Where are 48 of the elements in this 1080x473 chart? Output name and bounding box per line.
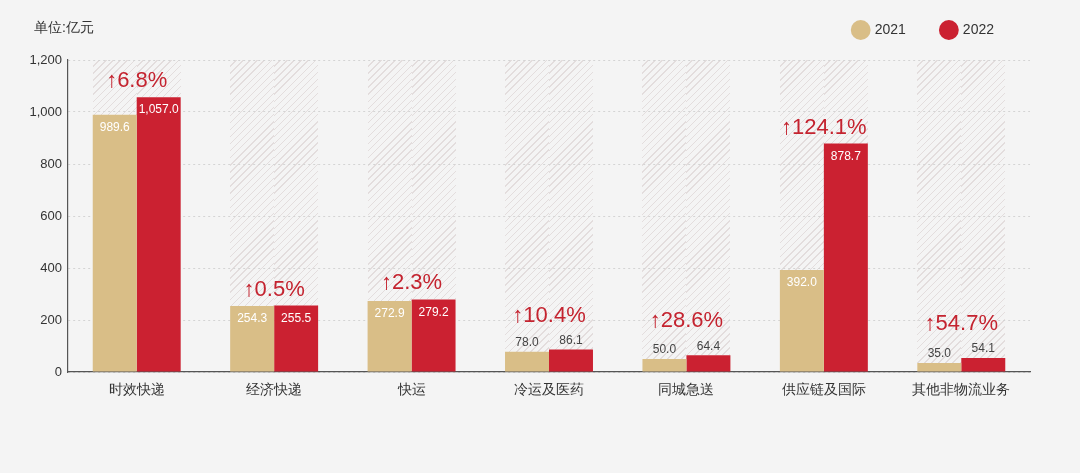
legend-label: 2021 bbox=[874, 20, 907, 37]
bar bbox=[505, 351, 549, 372]
annotation: ↑0.5% bbox=[243, 275, 305, 301]
annotation: ↑6.8% bbox=[106, 67, 168, 93]
data-label: 989.6 bbox=[99, 120, 131, 135]
legend-label: 2022 bbox=[962, 20, 995, 37]
x-tick-label: 经济快递 bbox=[246, 381, 303, 398]
bar bbox=[549, 349, 593, 372]
annotation: ↑124.1% bbox=[781, 113, 867, 139]
y-tick-label: 800 bbox=[40, 155, 62, 171]
annotation: ↑10.4% bbox=[512, 301, 586, 327]
x-tick-label: 时效快递 bbox=[108, 381, 165, 398]
bar bbox=[274, 305, 319, 372]
data-label: 54.1 bbox=[971, 341, 996, 356]
bar bbox=[642, 359, 687, 372]
data-label: 50.0 bbox=[652, 342, 677, 357]
y-tick-label: 200 bbox=[40, 311, 62, 327]
annotation: ↑54.7% bbox=[924, 310, 998, 335]
data-label: 35.0 bbox=[927, 346, 952, 361]
bar bbox=[230, 305, 275, 372]
data-label: 78.0 bbox=[515, 335, 540, 350]
y-tick-label: 0 bbox=[54, 363, 62, 379]
bar bbox=[961, 357, 1006, 372]
annotation: ↑28.6% bbox=[649, 307, 724, 333]
y-tick-label: 400 bbox=[40, 259, 62, 275]
data-label: 86.1 bbox=[559, 332, 583, 347]
y-axis-title: 单位:亿元 bbox=[34, 19, 94, 37]
bar bbox=[686, 355, 731, 372]
bar bbox=[917, 362, 962, 372]
data-label: 878.7 bbox=[830, 148, 862, 163]
x-tick-label: 供应链及国际 bbox=[781, 381, 866, 398]
x-tick-label: 冷运及医药 bbox=[514, 381, 584, 398]
data-label: 1,057.0 bbox=[138, 102, 180, 117]
y-tick-label: 1,000 bbox=[29, 103, 62, 119]
x-tick-label: 同城急送 bbox=[658, 381, 715, 398]
data-label: 254.3 bbox=[237, 311, 268, 326]
y-tick-label: 600 bbox=[40, 207, 62, 223]
data-label: 64.4 bbox=[696, 338, 721, 353]
bar bbox=[367, 301, 412, 372]
data-label: 272.9 bbox=[374, 306, 405, 321]
data-label: 279.2 bbox=[418, 304, 449, 319]
x-tick-label: 快运 bbox=[396, 381, 426, 398]
y-tick-label: 1,200 bbox=[29, 51, 62, 67]
bar bbox=[411, 299, 456, 372]
data-label: 255.5 bbox=[281, 310, 312, 325]
x-tick-label: 其他非物流业务 bbox=[912, 381, 1011, 398]
annotation: ↑2.3% bbox=[380, 269, 443, 295]
data-label: 392.0 bbox=[786, 275, 818, 290]
